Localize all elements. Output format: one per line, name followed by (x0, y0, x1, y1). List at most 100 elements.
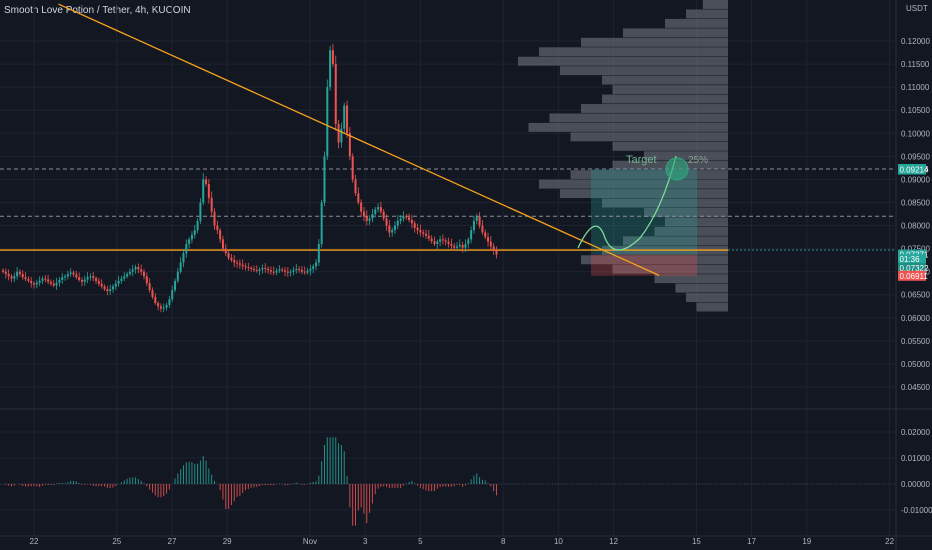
price-tick-label: 0.11500 (901, 60, 930, 69)
target-label: Target (626, 154, 657, 166)
candle (295, 264, 298, 274)
time-axis[interactable]: 22 25 27 29 Nov 3 5 8 10 12 15 17 19 22 (30, 537, 895, 546)
candle (78, 272, 81, 282)
candle (475, 213, 478, 225)
price-axis[interactable]: USDT 0.12000 0.11500 0.11000 0.10500 0.10000 0… (901, 4, 930, 392)
time-tick-label: 8 (501, 537, 506, 546)
volume-profile-bar (539, 47, 728, 57)
volume-profile-bar (549, 113, 728, 123)
price-tick-label: 0.08000 (901, 222, 930, 231)
candle (410, 214, 413, 229)
candle (92, 272, 95, 282)
volume-profile-bar (654, 274, 728, 284)
price-badge (898, 262, 926, 273)
candle (4, 268, 7, 279)
time-tick-label: 29 (223, 537, 232, 546)
candle (64, 274, 67, 281)
volume-profile-bar (581, 255, 728, 265)
candle (312, 264, 315, 274)
candle (447, 237, 450, 248)
candle (399, 215, 402, 225)
candle (470, 226, 473, 244)
volume-profile-bar (581, 37, 728, 47)
candle (27, 276, 30, 283)
volume-profile-bar (623, 236, 728, 246)
candle (402, 211, 405, 222)
candle (272, 266, 275, 276)
candle (396, 214, 399, 230)
volume-profile-bar (612, 264, 728, 274)
candle (75, 270, 78, 280)
candle (275, 267, 278, 276)
candle (199, 198, 202, 224)
candle (495, 246, 498, 259)
candle (159, 303, 162, 313)
volume-profile-bar (602, 75, 728, 85)
candle (354, 174, 357, 197)
volume-profile-bar (665, 217, 728, 227)
stop-zone[interactable] (591, 254, 697, 276)
candle (286, 267, 289, 277)
candle (219, 227, 222, 243)
candle (174, 278, 177, 293)
time-tick-label: 25 (112, 537, 121, 546)
candle (320, 199, 323, 248)
candle (334, 55, 337, 131)
candle (326, 79, 329, 160)
candle (230, 254, 233, 263)
candle (7, 269, 10, 281)
price-tick-label: 0.09500 (901, 152, 930, 161)
price-badge (898, 254, 926, 265)
projection-curve[interactable] (577, 155, 677, 251)
volume-profile-bar (602, 198, 728, 208)
candle (487, 232, 490, 247)
price-tick-label: 0.11000 (901, 83, 930, 92)
candle (236, 259, 239, 268)
target-zone[interactable] (591, 168, 697, 255)
osc-tick-label: 0.00000 (901, 480, 930, 489)
candle (472, 215, 475, 234)
candle (216, 220, 219, 235)
volume-profile-bar (539, 179, 728, 189)
candle (374, 207, 377, 218)
volume-profile-bar (528, 122, 728, 132)
candle (143, 269, 145, 280)
candle (35, 279, 38, 289)
candle (416, 223, 419, 235)
descending-trendline[interactable] (58, 3, 660, 276)
candle (317, 239, 320, 267)
price-tick-label: 0.09000 (901, 175, 930, 184)
candle (419, 224, 422, 237)
volume-profile-bar (665, 18, 728, 28)
candle (55, 277, 58, 290)
candle (300, 265, 303, 275)
volume-profile-bar (696, 302, 728, 312)
candle (385, 214, 388, 231)
candle (134, 264, 137, 274)
candle (196, 218, 199, 234)
candle (284, 267, 286, 277)
candle (255, 265, 258, 273)
candles (2, 43, 498, 313)
candle (492, 243, 495, 256)
candle (188, 237, 191, 249)
candle (309, 264, 312, 276)
candle (13, 272, 16, 283)
volume-profile-bar (560, 66, 728, 76)
candle (185, 239, 188, 258)
candle (83, 275, 86, 286)
candle (179, 257, 182, 274)
candle (267, 266, 270, 274)
candle (331, 43, 334, 68)
target-marker[interactable] (665, 157, 689, 181)
position-tool[interactable] (591, 168, 697, 276)
candle (47, 274, 50, 285)
candle (489, 236, 492, 251)
candle (151, 287, 154, 300)
candle (221, 235, 224, 252)
price-tick-label: 0.05000 (901, 360, 930, 369)
candle (323, 151, 326, 206)
price-badge (898, 270, 926, 281)
